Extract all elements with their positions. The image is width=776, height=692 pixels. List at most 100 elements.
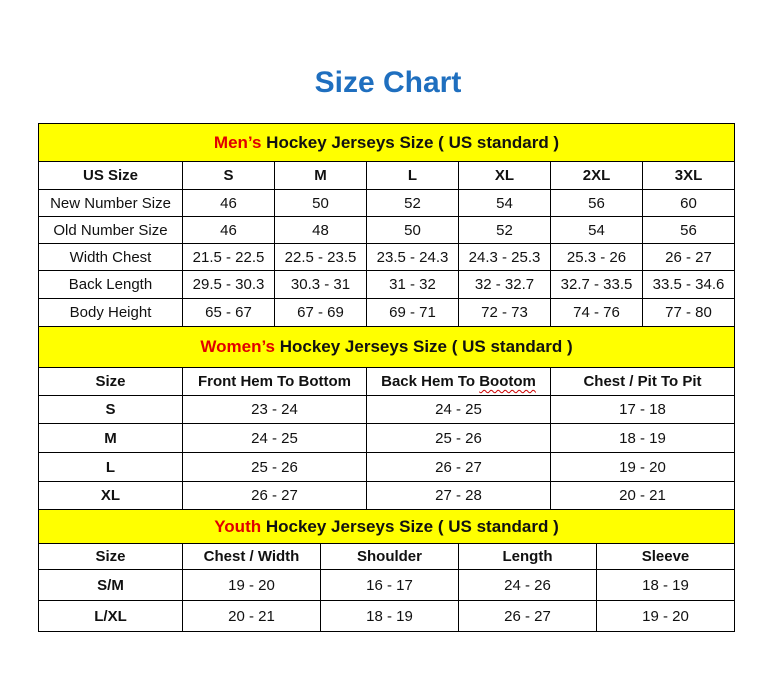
table-row: Body Height 65 - 67 67 - 69 69 - 71 72 - 73 7… [38,298,736,327]
table-cell: 31 - 32 [366,270,459,299]
column-header-label: XL [494,167,515,184]
table-row: New Number Size 46 50 52 54 56 60 [38,189,736,217]
column-header-label: Size [95,548,126,565]
table-cell: 24 - 26 [458,569,597,601]
column-header: XL [458,161,551,190]
table-cell: 26 - 27 [366,452,551,482]
column-header-label: Chest / Pit To Pit [583,373,702,390]
column-header: Shoulder [320,543,459,570]
table-row: Old Number Size 46 48 50 52 54 56 [38,216,736,244]
table-cell: 48 [274,216,367,244]
table-cell: 24 - 25 [182,423,367,453]
table-cell: 74 - 76 [550,298,643,327]
column-header-label: Size [95,373,126,390]
row-label: S [38,395,183,424]
table-row: Back Length 29.5 - 30.3 30.3 - 31 31 - 32 32… [38,270,736,299]
column-header: L [366,161,459,190]
table-cell: 32.7 - 33.5 [550,270,643,299]
row-label: Back Length [38,270,183,299]
column-header: Back Hem To Bootom [366,367,551,396]
column-header: 2XL [550,161,643,190]
table-cell: 56 [550,189,643,217]
section-title: Hockey Jerseys Size ( US standard ) [261,132,560,152]
table-row: L/XL 20 - 21 18 - 19 26 - 27 19 - 20 [38,600,735,632]
page-title: Size Chart [314,66,462,99]
table-cell: 29.5 - 30.3 [182,270,275,299]
column-header-label: 3XL [674,167,703,184]
table-cell: 19 - 20 [596,600,735,632]
table-cell: 25.3 - 26 [550,243,643,271]
table-cell: 23 - 24 [182,395,367,424]
table-cell: 69 - 71 [366,298,459,327]
table-cell: 26 - 27 [641,243,736,271]
table-cell: 50 [366,216,459,244]
table-cell: 33.5 - 34.6 [641,270,736,299]
table-row: XL 26 - 27 27 - 28 20 - 21 [38,481,736,510]
table-cell: 60 [641,189,736,217]
table-cell: 22.5 - 23.5 [274,243,367,271]
men-header-row: Men’s Hockey Jerseys Size ( US standard … [37,123,736,162]
column-header: M [274,161,367,190]
mens-size-table: Men’s Hockey Jerseys Size ( US standard … [37,123,736,327]
row-label: S/M [38,569,183,601]
column-header: Front Hem To Bottom [182,367,367,396]
section-highlight: Youth [214,516,262,536]
table-cell: 52 [366,189,459,217]
column-header: Sleeve [596,543,735,570]
women-column-header-row: Size Front Hem To Bottom Back Hem To Booto… [38,367,736,396]
table-cell: 17 - 18 [549,395,736,424]
table-cell: 77 - 80 [641,298,736,327]
table-cell: 46 [182,216,275,244]
column-header-label: Front Hem To Bottom [197,373,352,390]
table-cell: 18 - 19 [320,600,459,632]
row-label: L/XL [38,600,183,632]
table-cell: 26 - 27 [458,600,597,632]
table-cell: 25 - 26 [182,452,367,482]
section-title: Hockey Jerseys Size ( US standard ) [275,337,573,356]
table-cell: 18 - 19 [596,569,735,601]
table-cell: 46 [182,189,275,217]
column-header: US Size [38,161,183,190]
row-label: Body Height [38,298,183,327]
section-title: Hockey Jerseys Size ( US standard ) [261,516,559,536]
column-header: Size [38,367,183,396]
youth-section-header: Youth Hockey Jerseys Size ( US standard … [38,509,735,544]
row-label: Old Number Size [38,216,183,244]
column-header-label: L [407,167,418,184]
youth-size-table: Youth Hockey Jerseys Size ( US standard … [38,509,735,632]
misspelled-word: Bootom [479,373,536,390]
table-cell: 54 [458,189,551,217]
section-highlight: Men’s [213,132,262,152]
table-cell: 26 - 27 [182,481,367,510]
table-cell: 50 [274,189,367,217]
table-row: Width Chest 21.5 - 22.5 22.5 - 23.5 23.5 - … [38,243,736,271]
table-cell: 27 - 28 [366,481,551,510]
table-cell: 72 - 73 [458,298,551,327]
section-highlight: Women’s [200,337,275,356]
table-cell: 24.3 - 25.3 [458,243,551,271]
row-label: New Number Size [38,189,183,217]
table-cell: 20 - 21 [182,600,321,632]
column-header-label: Back Hem To Bootom [381,373,536,390]
table-cell: 20 - 21 [549,481,736,510]
table-cell: 67 - 69 [274,298,367,327]
row-label: Width Chest [38,243,183,271]
table-row: S/M 19 - 20 16 - 17 24 - 26 18 - 19 [38,569,735,601]
column-header: S [182,161,275,190]
row-label: M [38,423,183,453]
womens-size-table: Women’s Hockey Jerseys Size ( US standar… [37,326,736,510]
men-column-header-row: US Size S M L XL 2XL 3XL [38,161,736,190]
table-row: M 24 - 25 25 - 26 18 - 19 [38,423,736,453]
column-header-label: Shoulder [356,548,422,565]
table-cell: 19 - 20 [182,569,321,601]
row-label: XL [38,481,183,510]
column-header: Chest / Width [182,543,321,570]
table-cell: 65 - 67 [182,298,275,327]
table-row: L 25 - 26 26 - 27 19 - 20 [38,452,736,482]
table-cell: 52 [458,216,551,244]
row-label: L [38,452,183,482]
table-cell: 23.5 - 24.3 [366,243,459,271]
column-header-label: 2XL [582,167,611,184]
column-header-label: Length [502,548,553,565]
women-header-row: Women’s Hockey Jerseys Size ( US standar… [37,326,736,368]
